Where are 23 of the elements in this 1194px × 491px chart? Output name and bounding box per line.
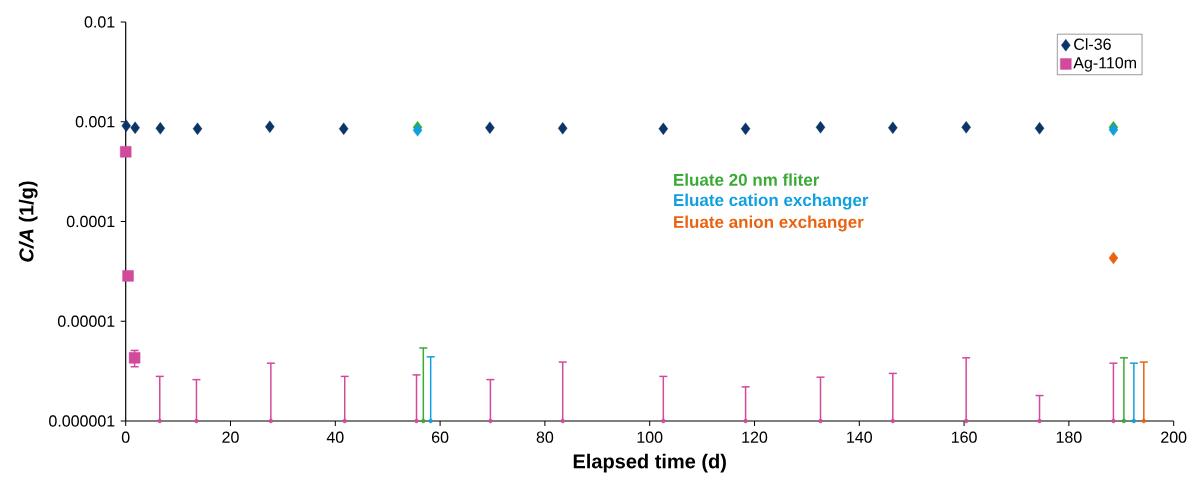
x-tick-label: 100 [637, 431, 663, 443]
y-tick-label: 0.001 [75, 116, 115, 128]
x-tick-label: 160 [951, 431, 977, 443]
legend-label: Cl-36 [1074, 38, 1111, 50]
x-tick-label: 20 [222, 431, 239, 443]
y-tick-label: 0.00001 [57, 315, 115, 327]
x-tick-label: 0 [121, 431, 130, 443]
legend-label: Ag-110m [1073, 57, 1136, 72]
text: Eluate anion exchanger [674, 215, 864, 232]
x-tick-label: 180 [1056, 431, 1082, 443]
x-tick-label: 80 [536, 431, 554, 443]
y-tick-label: 0.000001 [49, 415, 115, 427]
y-tick-label: 0.01 [84, 16, 115, 28]
y-axis-title: C/A (1/g) [18, 181, 38, 262]
x-tick-label: 140 [847, 431, 872, 443]
x-axis-title: Elapsed time (d) [573, 453, 726, 473]
x-tick-label: 200 [1161, 431, 1187, 443]
y-tick-label: 0.0001 [66, 215, 115, 228]
x-tick-label: 60 [432, 431, 449, 443]
text: Eluate 20 nm fliter [674, 173, 820, 186]
text: Eluate cation exchanger [674, 193, 869, 210]
x-tick-label: 40 [326, 431, 344, 443]
x-tick-label: 120 [742, 431, 768, 443]
